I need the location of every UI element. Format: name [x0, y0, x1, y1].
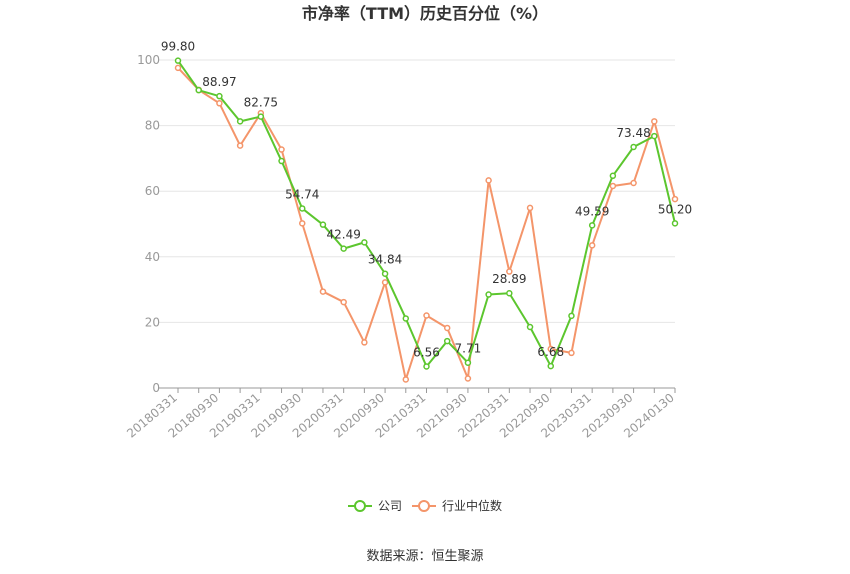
data-point[interactable]	[568, 312, 575, 320]
data-point[interactable]	[547, 345, 554, 353]
data-label: 6.56	[413, 345, 440, 359]
data-point[interactable]	[506, 268, 513, 275]
data-point[interactable]	[526, 323, 534, 331]
data-point[interactable]	[671, 220, 679, 227]
legend-label: 公司	[378, 499, 402, 513]
data-point[interactable]	[174, 64, 182, 72]
data-point[interactable]	[485, 291, 492, 298]
data-point[interactable]	[651, 132, 658, 140]
data-point[interactable]	[443, 337, 451, 345]
data-label: 42.49	[326, 228, 360, 242]
data-label: 49.59	[575, 204, 609, 218]
data-point[interactable]	[609, 182, 617, 190]
series-line-industry-median	[177, 67, 676, 381]
data-point[interactable]	[278, 146, 285, 153]
data-point[interactable]	[464, 359, 472, 366]
data-point[interactable]	[526, 204, 534, 212]
data-point[interactable]	[216, 92, 223, 100]
legend[interactable]: 公司 行业中位数	[348, 498, 502, 513]
data-point[interactable]	[216, 100, 223, 107]
data-point[interactable]	[506, 289, 513, 297]
data-point[interactable]	[361, 239, 368, 246]
data-point[interactable]	[547, 362, 554, 370]
data-label: 82.75	[244, 96, 278, 110]
data-point[interactable]	[609, 172, 617, 180]
data-point[interactable]	[464, 375, 472, 382]
legend-marker-icon	[354, 500, 366, 512]
legend-item-company[interactable]: 公司	[348, 499, 402, 513]
data-point[interactable]	[630, 143, 637, 151]
data-label: 73.48	[616, 126, 650, 140]
y-tick-label: 0	[152, 381, 160, 395]
data-point[interactable]	[236, 142, 244, 149]
data-point[interactable]	[340, 298, 347, 306]
data-labels: 99.80 88.97 82.75 54.74 42.49 34.84 6.56 7.71 28…	[161, 40, 692, 360]
y-tick-label: 80	[145, 119, 160, 133]
series-lines	[174, 57, 679, 383]
data-point[interactable]	[381, 279, 389, 286]
data-point[interactable]	[423, 312, 430, 319]
legend-label: 行业中位数	[442, 498, 502, 513]
y-tick-label: 40	[145, 250, 160, 264]
data-point[interactable]	[195, 86, 202, 94]
data-point[interactable]	[381, 270, 389, 277]
data-label: 7.71	[455, 342, 482, 356]
data-point[interactable]	[278, 157, 285, 165]
y-tick-label: 60	[145, 184, 160, 198]
data-point[interactable]	[423, 363, 430, 370]
data-point[interactable]	[340, 245, 347, 252]
data-point[interactable]	[651, 118, 658, 125]
legend-item-industry-median[interactable]: 行业中位数	[412, 498, 502, 513]
data-label: 50.20	[658, 202, 692, 216]
data-point[interactable]	[319, 221, 327, 228]
chart-title: 市净率（TTM）历史百分位（%）	[302, 4, 548, 23]
data-point[interactable]	[299, 220, 306, 227]
data-label: 28.89	[492, 272, 526, 286]
data-point[interactable]	[402, 315, 410, 322]
data-point[interactable]	[257, 113, 265, 120]
data-point[interactable]	[588, 242, 596, 249]
data-point[interactable]	[588, 222, 596, 229]
data-point[interactable]	[299, 205, 306, 212]
data-point[interactable]	[443, 324, 451, 332]
data-point[interactable]	[402, 376, 410, 383]
y-tick-label: 100	[137, 53, 160, 67]
data-point[interactable]	[174, 57, 182, 64]
data-label: 34.84	[368, 253, 402, 267]
data-source-label: 数据来源：恒生聚源	[366, 549, 483, 564]
y-tick-label: 20	[145, 315, 160, 329]
data-point[interactable]	[671, 195, 679, 203]
legend-marker-icon	[418, 500, 430, 512]
data-point[interactable]	[361, 339, 368, 346]
data-point[interactable]	[485, 177, 492, 184]
data-label: 54.74	[285, 187, 319, 201]
data-label: 88.97	[202, 75, 236, 89]
data-label: 99.80	[161, 40, 195, 54]
data-label: 6.68	[537, 345, 564, 359]
data-point[interactable]	[568, 349, 575, 357]
data-point[interactable]	[236, 118, 244, 125]
data-point[interactable]	[630, 179, 637, 187]
grid-lines	[158, 59, 675, 323]
data-point[interactable]	[319, 288, 327, 295]
